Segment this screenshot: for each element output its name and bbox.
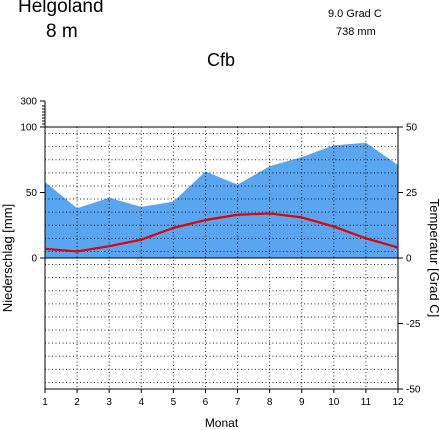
month-tick-label: 1 — [42, 397, 48, 408]
month-tick-label: 4 — [138, 397, 144, 408]
precipitation-layer — [45, 142, 398, 258]
temperature-tick-label: 0 — [406, 254, 412, 265]
month-tick-label: 10 — [328, 397, 340, 408]
precipitation-area — [45, 142, 398, 258]
month-tick-label: 11 — [361, 397, 372, 408]
month-tick-label: 7 — [235, 397, 241, 408]
precipitation-tick-label: 0 — [31, 254, 37, 265]
grid-layer — [45, 127, 398, 389]
station-altitude: 8 m — [46, 21, 78, 42]
temperature-line — [44, 212, 399, 253]
temperature-tick-label: -50 — [406, 385, 421, 396]
month-tick-label: 6 — [203, 397, 209, 408]
precipitation-tick-label: 100 — [20, 123, 37, 134]
month-tick-label: 3 — [106, 397, 112, 408]
temperature-layer — [44, 212, 399, 253]
annual-precipitation: 738 mm — [336, 26, 376, 38]
temperature-tick-label: -25 — [406, 319, 421, 330]
temperature-axis-label: Temperatur [Grad C] — [427, 199, 439, 318]
temperature-tick-label: 25 — [406, 188, 418, 199]
precipitation-axis-label: Niederschlag [mm] — [0, 204, 15, 312]
annual-mean-temperature: 9.0 Grad C — [328, 8, 382, 20]
temperature-tick-label: 50 — [406, 123, 418, 134]
month-tick-label: 5 — [171, 397, 177, 408]
month-tick-label: 2 — [74, 397, 80, 408]
precipitation-tick-label: 50 — [26, 188, 38, 199]
month-tick-label: 9 — [299, 397, 305, 408]
month-tick-label: 8 — [267, 397, 273, 408]
month-tick-label: 12 — [392, 397, 404, 408]
climate-classification: Cfb — [207, 50, 236, 70]
precipitation-tick-label: 300 — [20, 97, 37, 108]
x-axis-label: Monat — [205, 416, 239, 430]
station-name: Helgoland — [18, 0, 104, 17]
